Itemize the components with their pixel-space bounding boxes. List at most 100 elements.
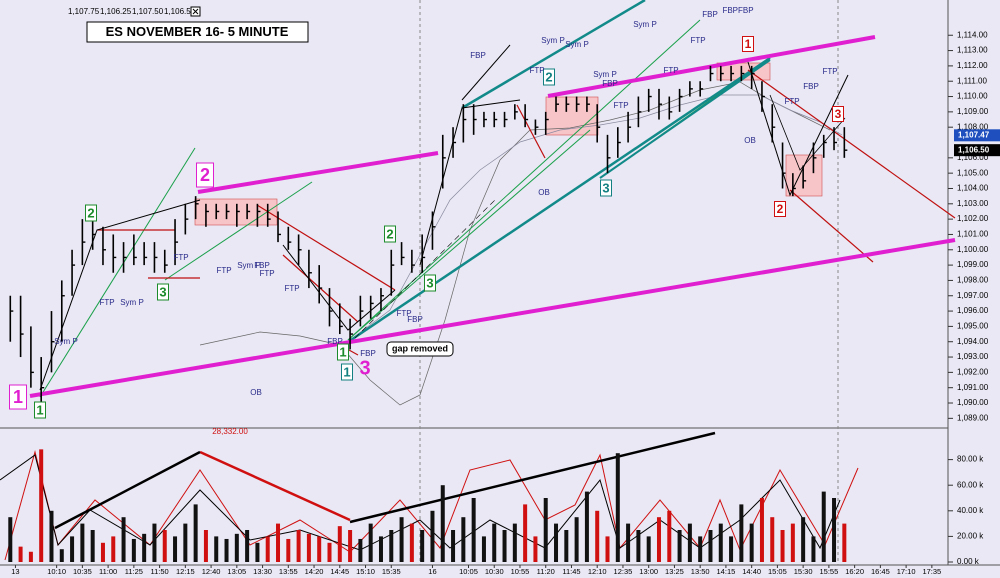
wave-label: 3 xyxy=(426,275,433,290)
volume-bar xyxy=(183,523,188,562)
y-tick-label: 1,090.00 xyxy=(957,398,989,407)
black-trend xyxy=(349,431,716,524)
volume-bar xyxy=(265,536,270,562)
volume-annotation: 28,332.00 xyxy=(212,427,248,436)
label-box xyxy=(157,283,169,301)
volume-bar xyxy=(131,538,136,562)
wave-label: 1 xyxy=(745,37,752,51)
x-tick-label: 12:10 xyxy=(588,567,607,576)
label-box xyxy=(34,401,46,419)
x-tick-label: 14:15 xyxy=(717,567,736,576)
volume-bar xyxy=(18,546,23,562)
volume-bar xyxy=(832,498,837,562)
x-tick-label: 10:10 xyxy=(47,567,66,576)
y-tick-label: 1,089.00 xyxy=(957,413,989,422)
volume-bar xyxy=(399,517,404,562)
volume-bar xyxy=(389,530,394,562)
volume-bar xyxy=(111,536,116,562)
price-tag-label: 1,107.47 xyxy=(958,130,990,139)
annotation: FBPFBP xyxy=(722,6,753,15)
volume-bar xyxy=(327,542,332,562)
volume-bar xyxy=(718,523,723,562)
title-box xyxy=(86,21,309,43)
volume-bar xyxy=(162,530,167,562)
y-tick-label: 1,100.00 xyxy=(957,245,989,254)
volume-bar xyxy=(739,504,744,562)
volume-bar xyxy=(440,485,445,562)
y-tick-label: 1,108.00 xyxy=(957,122,989,131)
x-tick-label: 15:30 xyxy=(794,567,813,576)
magenta-line xyxy=(29,238,956,398)
volume-bar xyxy=(39,449,44,562)
label-box xyxy=(384,225,396,243)
wave-label: 2 xyxy=(386,226,393,241)
black-line xyxy=(419,99,521,266)
x-tick-label: 11:50 xyxy=(150,567,168,576)
annotation: FTP xyxy=(822,67,837,76)
label-box xyxy=(9,384,27,410)
volume-bar xyxy=(245,530,250,562)
volume-bar xyxy=(234,533,239,562)
y-tick-label: 1,095.00 xyxy=(957,322,989,331)
volume-bar xyxy=(337,526,342,562)
volume-bar xyxy=(142,533,147,562)
volume-bar xyxy=(481,536,486,562)
x-tick-label: 11:20 xyxy=(537,567,555,576)
zone-box xyxy=(785,154,823,197)
price-tag xyxy=(954,129,1000,142)
wave-label: 3 xyxy=(602,180,609,195)
x-tick-label: 16:20 xyxy=(845,567,864,576)
x-tick-label: 14:40 xyxy=(742,567,761,576)
annotation: FTP xyxy=(99,298,114,307)
header-value: 1,106.25 xyxy=(100,7,132,16)
close-cross[interactable] xyxy=(192,8,199,15)
annotation: FTP xyxy=(259,269,274,278)
annotation: Sym P xyxy=(593,70,617,79)
x-tick-label: 15:05 xyxy=(768,567,787,576)
volume-bar xyxy=(533,536,538,562)
close-icon[interactable] xyxy=(190,6,201,17)
wave-label: 2 xyxy=(87,205,94,220)
label-box xyxy=(85,204,97,222)
x-tick-label: 13:25 xyxy=(665,567,684,576)
green-line xyxy=(39,147,196,398)
y-tick-label: 1,104.00 xyxy=(957,184,989,193)
volume-bar xyxy=(759,498,764,562)
x-tick-label: 15:35 xyxy=(382,567,401,576)
x-tick-label: 14:45 xyxy=(330,567,349,576)
annotation: Sym P xyxy=(54,337,78,346)
volume-bar xyxy=(667,510,672,562)
price-tag-label: 1,106.50 xyxy=(958,145,990,154)
volume-bar xyxy=(821,491,826,562)
x-tick-label: 16:45 xyxy=(871,567,890,576)
annotation: Sym P xyxy=(237,261,261,270)
volume-bar xyxy=(8,517,13,562)
y-tick-label: 1,098.00 xyxy=(957,276,989,285)
label-box xyxy=(424,274,436,292)
annotation: FBP xyxy=(254,261,270,270)
wave-label: 1 xyxy=(343,364,350,379)
y-tick-label: 1,109.00 xyxy=(957,107,989,116)
x-tick-label: 10:05 xyxy=(459,567,478,576)
x-tick-label: 13:00 xyxy=(639,567,658,576)
y-tick-label: 1,103.00 xyxy=(957,199,989,208)
y-tick-label: 1,110.00 xyxy=(957,92,988,101)
volume-bar xyxy=(430,510,435,562)
y-tick-label: 60.00 k xyxy=(957,480,984,489)
volume-bar xyxy=(492,523,497,562)
annotation: FBP xyxy=(360,349,376,358)
volume-bar xyxy=(801,517,806,562)
black-trend xyxy=(54,450,201,530)
x-tick-label: 12:40 xyxy=(202,567,221,576)
x-tick-label: 13 xyxy=(11,567,19,576)
volume-bar xyxy=(636,530,641,562)
magenta-line xyxy=(197,151,439,194)
red-line xyxy=(789,189,874,263)
annotation: FTP xyxy=(529,66,544,75)
volume-bar xyxy=(698,536,703,562)
price-tag xyxy=(954,144,1000,157)
annotation: Sym P xyxy=(120,298,144,307)
wave-label: 1 xyxy=(13,387,23,407)
green-line xyxy=(347,129,591,341)
